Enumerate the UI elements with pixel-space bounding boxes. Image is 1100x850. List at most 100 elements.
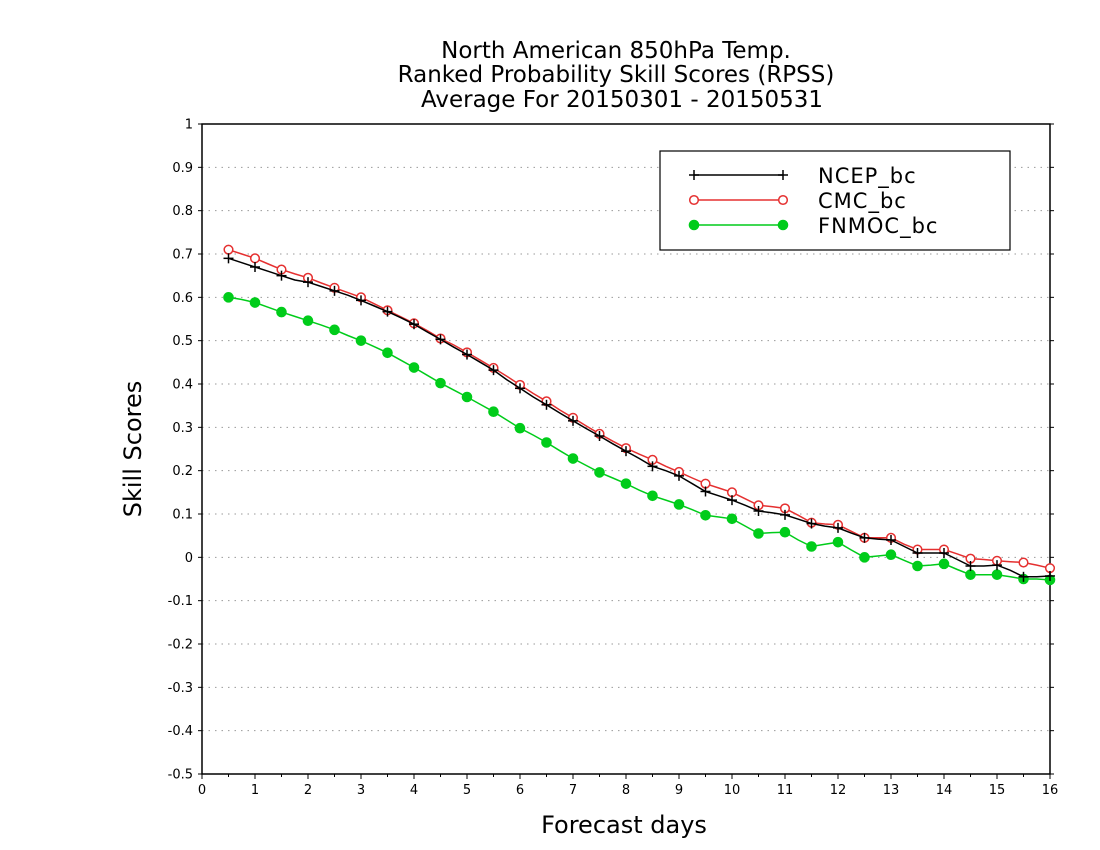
legend-marker-fnmoc [688,219,700,231]
data-point-ncep [753,505,764,516]
y-tick-label: -0.1 [168,594,193,609]
y-tick-label: -0.2 [168,638,193,653]
data-point-ncep [223,253,234,264]
title-line-1: North American 850hPa Temp. [441,38,791,64]
data-point-fnmoc [991,569,1003,580]
data-point-fnmoc [647,490,658,502]
data-point-ncep [303,277,313,288]
x-tick-label: 12 [830,783,847,798]
data-point-fnmoc [859,552,870,563]
data-point-ncep [806,518,817,529]
series-cmc [223,244,1056,574]
data-point-fnmoc [249,297,261,308]
data-point-fnmoc [779,526,791,538]
x-tick-label: 7 [569,783,577,798]
legend-label-fnmoc: FNMOC_bc [818,214,938,239]
data-point-fnmoc [594,467,605,478]
legend: NCEP_bc CMC_bc FNMOC_bc [659,150,1011,251]
data-point-ncep [462,349,472,360]
data-point-fnmoc [302,315,314,327]
data-point-fnmoc [620,478,632,489]
data-point-fnmoc [700,510,711,521]
data-point-fnmoc [885,549,897,561]
data-point-fnmoc [488,406,499,418]
data-point-ncep [250,262,260,272]
data-point-fnmoc [806,541,817,552]
data-point-ncep [833,522,843,533]
series-line-ncep [228,257,1051,578]
y-tick-label: 1 [185,118,193,133]
x-tick-label: 16 [1042,783,1059,798]
y-tick-label: 0.7 [172,248,193,263]
x-tick-label: 4 [410,783,418,798]
x-tick-label: 1 [251,783,259,798]
data-point-ncep [435,334,446,345]
data-point-ncep [1018,571,1029,582]
y-tick-label: -0.5 [168,768,193,783]
data-point-fnmoc [832,536,844,548]
x-axis-title: Forecast days [541,811,707,839]
x-tick-label: 3 [357,783,365,798]
series-lines [223,244,1056,586]
legend-marker-fnmoc [777,219,789,231]
data-point-fnmoc [514,422,526,434]
y-tick-label: 0.5 [172,334,193,349]
data-point-ncep [965,561,976,571]
data-point-cmc [249,253,261,264]
y-axis-title: Skill Scores [119,381,147,518]
data-point-ncep [329,285,340,296]
data-point-ncep [700,486,711,497]
data-point-ncep [515,383,525,394]
data-point-fnmoc [726,513,738,525]
data-point-fnmoc [355,335,367,346]
y-tick-label: 0.2 [172,464,193,479]
x-tick-label: 14 [936,783,953,798]
data-point-ncep [409,319,419,330]
data-point-ncep [276,270,287,281]
y-tick-label: 0.4 [172,378,193,393]
x-tick-label: 15 [989,783,1006,798]
gridlines [202,166,1050,732]
legend-marker-ncep [778,170,788,180]
y-tick-label: 0 [185,551,193,566]
axis-ticks: 1 0.9 0.8 0.7 0.6 0.5 0.4 0.3 0.2 0.1 0 -0.1 -0.2 -0.… [168,118,1059,799]
data-point-ncep [780,509,790,520]
legend-label-cmc: CMC_bc [818,189,907,214]
data-point-ncep [674,470,684,481]
series-fnmoc [223,292,1056,586]
data-point-fnmoc [276,306,287,318]
x-tick-label: 0 [198,783,206,798]
data-point-cmc [1018,557,1029,568]
x-tick-label: 10 [724,783,741,798]
x-tick-label: 9 [675,783,683,798]
data-point-ncep [939,548,949,558]
series-ncep [223,253,1055,582]
data-point-fnmoc [329,324,340,336]
x-tick-label: 11 [777,783,794,798]
data-point-ncep [382,306,393,317]
title-line-2: Ranked Probability Skill Scores (RPSS) [398,62,835,88]
data-point-fnmoc [461,391,473,403]
data-point-ncep [488,365,499,376]
data-point-ncep [886,535,896,545]
x-tick-label: 5 [463,783,471,798]
data-point-cmc [223,244,234,255]
data-point-ncep [621,446,631,457]
series-line-fnmoc [228,296,1051,581]
x-tick-label: 2 [304,783,312,798]
data-point-ncep [594,431,605,441]
chart-title: North American 850hPa Temp. Ranked Proba… [398,38,835,113]
data-point-fnmoc [753,528,764,539]
data-point-ncep [727,495,737,506]
data-point-fnmoc [673,499,685,510]
title-line-3: Average For 20150301 - 20150531 [421,87,823,113]
y-tick-label: 0.9 [172,161,193,176]
data-point-ncep [568,415,578,426]
legend-marker-cmc [688,194,700,206]
y-tick-label: 0.8 [172,204,193,219]
data-point-fnmoc [408,362,420,373]
y-tick-label: 0.1 [172,508,193,523]
data-point-fnmoc [912,560,923,572]
data-point-fnmoc [965,569,976,580]
